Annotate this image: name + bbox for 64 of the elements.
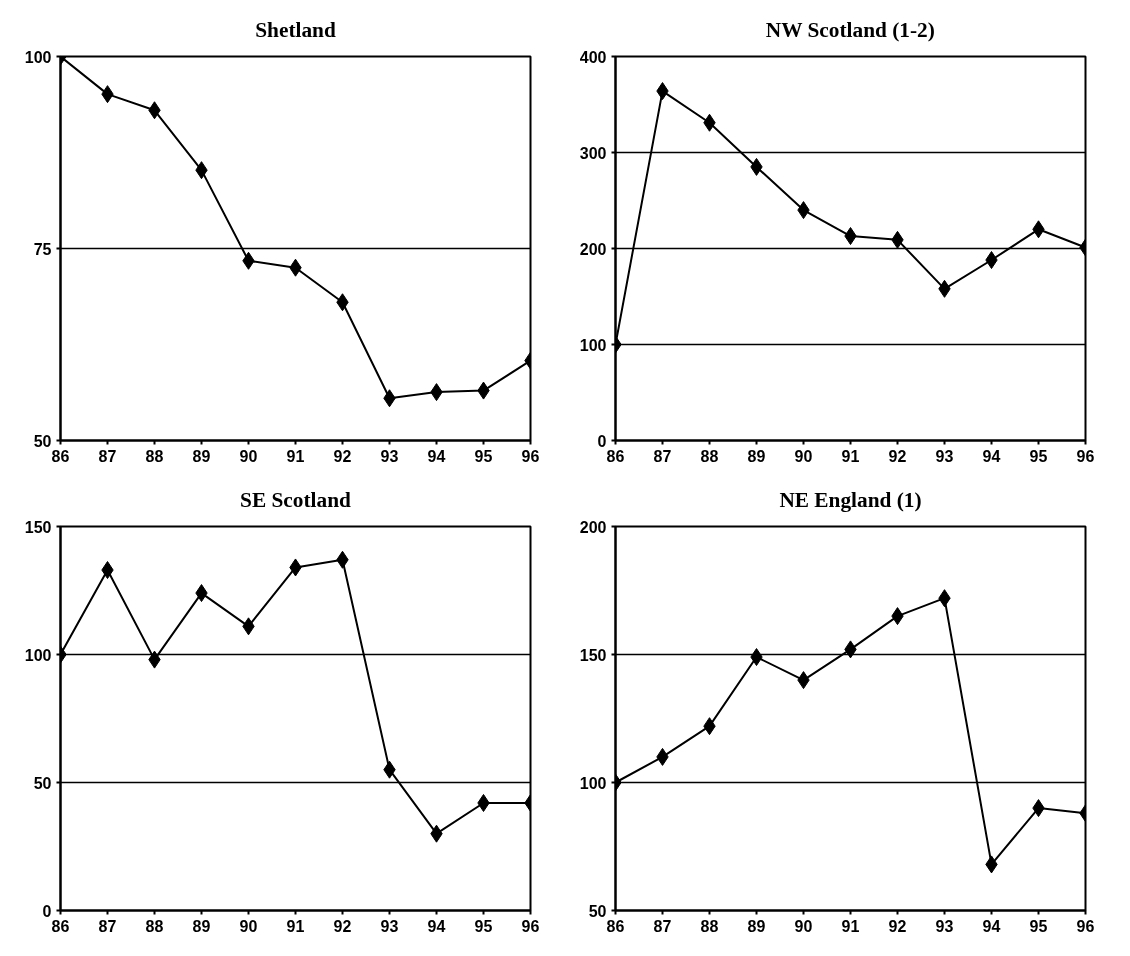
y-tick-label: 150 xyxy=(24,518,52,536)
x-tick-label: 89 xyxy=(192,447,211,465)
x-tick-label: 92 xyxy=(333,917,352,935)
x-tick-label: 91 xyxy=(286,917,305,935)
x-tick-label: 88 xyxy=(145,447,164,465)
x-tick-label: 93 xyxy=(935,447,954,465)
x-tick-label: 91 xyxy=(841,447,860,465)
x-tick-label: 87 xyxy=(98,917,117,935)
y-tick-label: 50 xyxy=(588,902,607,920)
y-tick-label: 0 xyxy=(597,432,607,450)
x-tick-label: 95 xyxy=(474,917,493,935)
y-tick-label: 300 xyxy=(579,144,607,162)
x-tick-label: 95 xyxy=(1029,447,1048,465)
y-tick-label: 50 xyxy=(33,774,52,792)
x-tick-label: 90 xyxy=(239,447,258,465)
x-tick-label: 86 xyxy=(606,447,625,465)
y-tick-label: 150 xyxy=(579,646,607,664)
x-tick-label: 90 xyxy=(794,917,813,935)
y-tick-label: 50 xyxy=(33,432,52,450)
x-tick-label: 86 xyxy=(51,447,70,465)
x-tick-label: 92 xyxy=(333,447,352,465)
x-tick-label: 94 xyxy=(982,447,1001,465)
y-tick-label: 0 xyxy=(42,902,52,920)
x-tick-label: 93 xyxy=(380,917,399,935)
y-tick-label: 100 xyxy=(24,48,52,66)
y-tick-label: 75 xyxy=(33,240,52,258)
x-tick-label: 87 xyxy=(98,447,117,465)
x-tick-label: 89 xyxy=(192,917,211,935)
y-tick-label: 200 xyxy=(579,240,607,258)
x-tick-label: 94 xyxy=(427,447,446,465)
x-tick-label: 96 xyxy=(1076,447,1095,465)
x-tick-label: 86 xyxy=(51,917,70,935)
chart-title: NE England (1) xyxy=(779,487,922,512)
x-tick-label: 90 xyxy=(239,917,258,935)
y-tick-label: 200 xyxy=(579,518,607,536)
x-tick-label: 88 xyxy=(700,447,719,465)
y-tick-label: 400 xyxy=(579,48,607,66)
x-tick-label: 89 xyxy=(747,917,766,935)
x-tick-label: 94 xyxy=(427,917,446,935)
x-tick-label: 93 xyxy=(935,917,954,935)
x-tick-label: 95 xyxy=(474,447,493,465)
x-tick-label: 92 xyxy=(888,447,907,465)
x-tick-label: 86 xyxy=(606,917,625,935)
x-tick-label: 91 xyxy=(841,917,860,935)
x-tick-label: 95 xyxy=(1029,917,1048,935)
x-tick-label: 93 xyxy=(380,447,399,465)
x-tick-label: 96 xyxy=(1076,917,1095,935)
x-tick-label: 87 xyxy=(653,447,672,465)
x-tick-label: 96 xyxy=(521,917,540,935)
y-tick-label: 100 xyxy=(579,336,607,354)
x-tick-label: 92 xyxy=(888,917,907,935)
y-tick-label: 100 xyxy=(579,774,607,792)
x-tick-label: 89 xyxy=(747,447,766,465)
chart-title: Shetland xyxy=(255,17,336,42)
x-tick-label: 88 xyxy=(700,917,719,935)
x-tick-label: 94 xyxy=(982,917,1001,935)
x-tick-label: 91 xyxy=(286,447,305,465)
chart-title: NW Scotland (1-2) xyxy=(765,17,935,42)
x-tick-label: 96 xyxy=(521,447,540,465)
x-tick-label: 87 xyxy=(653,917,672,935)
chart-title: SE Scotland xyxy=(240,487,352,512)
x-tick-label: 88 xyxy=(145,917,164,935)
x-tick-label: 90 xyxy=(794,447,813,465)
y-tick-label: 100 xyxy=(24,646,52,664)
